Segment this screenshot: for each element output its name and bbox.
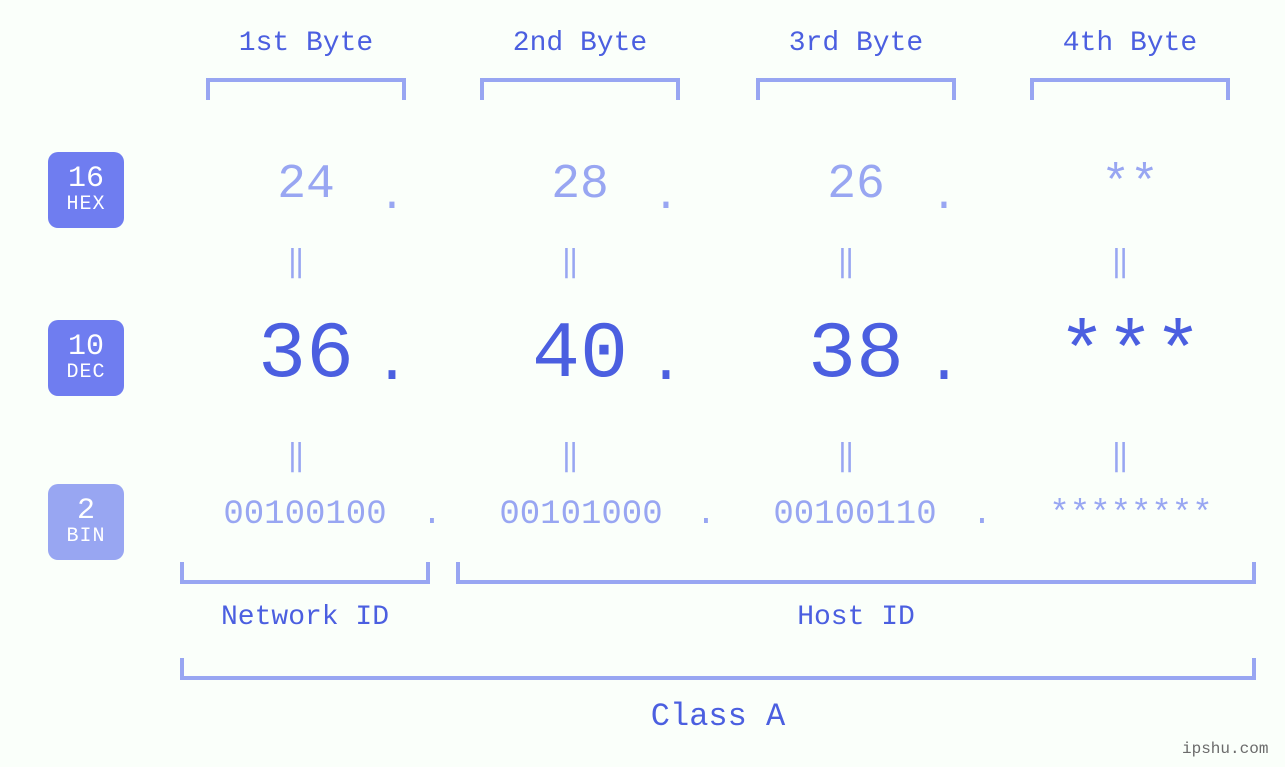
byte-header-3: 3rd Byte — [756, 28, 956, 59]
hex-dot-3: . — [924, 172, 964, 222]
byte-header-1: 1st Byte — [206, 28, 406, 59]
eq-hex-dec-1: ‖ — [276, 244, 316, 281]
badge-hex-label: HEX — [66, 194, 105, 216]
badge-bin-label: BIN — [66, 526, 105, 548]
dec-dot-3: . — [924, 330, 964, 398]
bin-dot-2: . — [686, 496, 726, 534]
eq-dec-bin-4: ‖ — [1100, 438, 1140, 475]
eq-dec-bin-1: ‖ — [276, 438, 316, 475]
network-id-label: Network ID — [180, 602, 430, 633]
byte-bracket-1 — [206, 78, 406, 100]
host-id-label: Host ID — [456, 602, 1256, 633]
dec-dot-1: . — [372, 330, 412, 398]
dec-byte-4: *** — [1030, 310, 1230, 401]
byte-bracket-3 — [756, 78, 956, 100]
byte-header-2: 2nd Byte — [480, 28, 680, 59]
badge-dec: 10 DEC — [48, 320, 124, 396]
badge-hex-num: 16 — [68, 164, 104, 194]
badge-bin: 2 BIN — [48, 484, 124, 560]
badge-dec-label: DEC — [66, 362, 105, 384]
byte-bracket-2 — [480, 78, 680, 100]
hex-dot-1: . — [372, 172, 412, 222]
eq-hex-dec-4: ‖ — [1100, 244, 1140, 281]
eq-dec-bin-2: ‖ — [550, 438, 590, 475]
bin-byte-4: ******** — [1006, 496, 1256, 534]
badge-hex: 16 HEX — [48, 152, 124, 228]
network-id-bracket — [180, 562, 430, 584]
class-bracket — [180, 658, 1256, 680]
host-id-bracket — [456, 562, 1256, 584]
dec-dot-2: . — [646, 330, 686, 398]
class-label: Class A — [180, 698, 1256, 735]
byte-header-4: 4th Byte — [1030, 28, 1230, 59]
eq-hex-dec-3: ‖ — [826, 244, 866, 281]
bin-byte-3: 00100110 — [730, 496, 980, 534]
byte-bracket-4 — [1030, 78, 1230, 100]
bin-dot-1: . — [412, 496, 452, 534]
badge-dec-num: 10 — [68, 332, 104, 362]
bin-dot-3: . — [962, 496, 1002, 534]
eq-dec-bin-3: ‖ — [826, 438, 866, 475]
hex-dot-2: . — [646, 172, 686, 222]
bin-byte-1: 00100100 — [180, 496, 430, 534]
badge-bin-num: 2 — [77, 496, 95, 526]
watermark: ipshu.com — [1182, 740, 1268, 758]
bin-byte-2: 00101000 — [456, 496, 706, 534]
hex-byte-4: ** — [1030, 158, 1230, 212]
eq-hex-dec-2: ‖ — [550, 244, 590, 281]
